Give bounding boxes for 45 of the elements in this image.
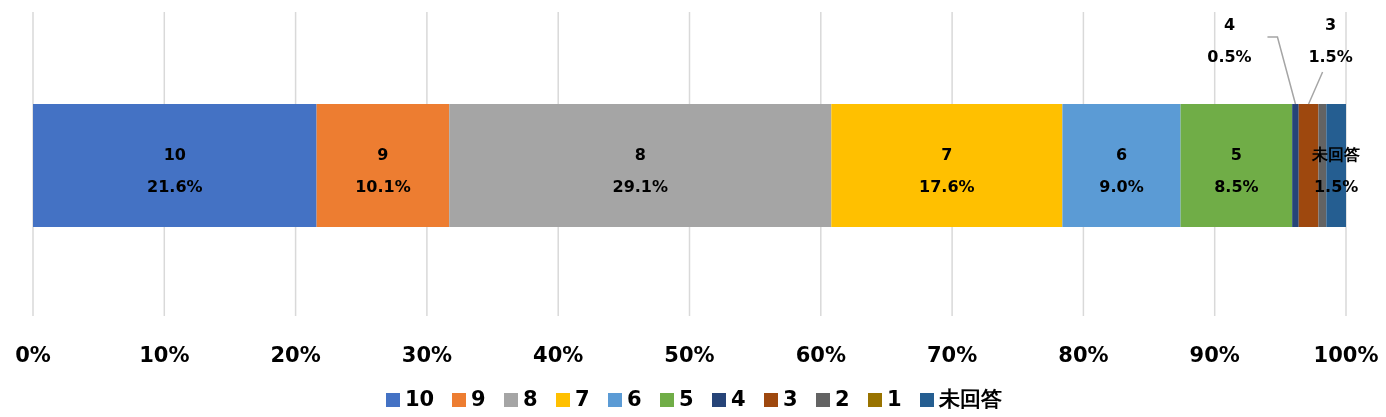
x-tick-label: 70% [926,343,978,367]
x-tick-label: 60% [795,343,846,367]
text: 9 [377,144,389,164]
data-label: 21.6% [147,176,203,196]
text: 6 [1115,144,1128,164]
legend-label: 2 [835,387,850,411]
text: 4 [1223,15,1236,34]
data-label: 0.5% [1207,47,1252,66]
bar [1062,104,1181,227]
x-tick-label: 0% [15,343,51,367]
data-label: 29.1% [612,176,669,196]
legend-label: 4 [731,387,746,411]
bar [1180,104,1293,227]
x-tick-label: 90% [1189,343,1240,367]
data-label: 8.5% [1214,176,1259,196]
data-label: 1.5% [1308,47,1353,66]
x-tick-label: 80% [1058,343,1109,367]
bar [831,104,1063,227]
text: 10 [163,144,186,164]
x-tick-label: 10% [139,343,190,367]
text: 8 [634,144,646,164]
legend-label: 8 [523,387,538,411]
legend-label: 未回答 [938,387,1002,411]
text: 3 [1325,15,1337,34]
bar [1292,104,1299,227]
legend-label: 10 [405,387,435,411]
x-tick-label: 30% [401,343,453,367]
legend-label: 7 [575,387,590,411]
x-tick-label: 40% [533,343,584,367]
data-label: 10.1% [355,176,411,196]
legend-label: 5 [679,387,694,411]
bar [316,104,450,227]
x-tick-label: 20% [270,343,321,367]
x-tick-label: 50% [664,343,715,367]
legend-label: 9 [471,387,486,411]
bar [33,104,317,227]
data-label: 17.6% [919,176,975,196]
legend-label: 1 [887,387,902,411]
bar [449,104,832,227]
legend-label: 3 [783,387,798,411]
text: 7 [941,144,953,164]
x-tick-label: 100% [1313,343,1379,367]
text: 5 [1230,144,1242,164]
legend-label: 6 [627,387,642,411]
data-label: 9.0% [1099,176,1144,196]
